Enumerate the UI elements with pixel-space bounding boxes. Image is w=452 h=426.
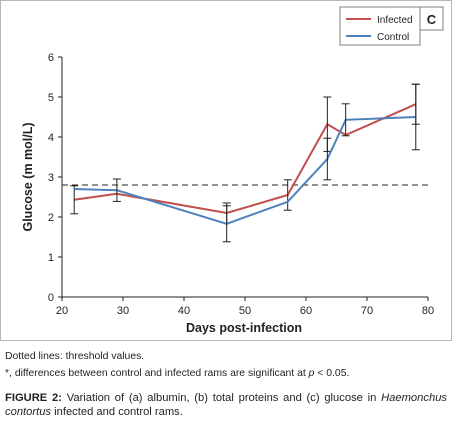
- figure-caption: FIGURE 2: Variation of (a) albumin, (b) …: [5, 391, 447, 419]
- caption-species: Haemonchus contortus: [5, 392, 448, 418]
- caption-text: Variation of (a) albumin, (b) total prot…: [61, 392, 382, 404]
- y-tick-label: 3: [48, 172, 54, 184]
- error-bar-infected: [70, 185, 79, 215]
- note-threshold: Dotted lines: threshold values.: [5, 351, 145, 362]
- note-significance: *, differences between control and infec…: [5, 365, 449, 382]
- x-tick-label: 40: [178, 305, 190, 317]
- x-tick-label: 50: [239, 305, 251, 317]
- x-tick-label: 70: [361, 305, 373, 317]
- glucose-chart: 0 1 2 3 4 5 6 20 30 40 50 60 70 80 Days post-infectio…: [21, 6, 444, 335]
- error-bar-control: [411, 83, 420, 151]
- x-tick-label: 20: [56, 305, 68, 317]
- panel-label: C: [419, 6, 444, 31]
- legend-label-control: Control: [377, 32, 409, 43]
- legend-label-infected: Infected: [377, 15, 413, 26]
- y-tick-label: 1: [48, 252, 54, 264]
- figure-panel: 0 1 2 3 4 5 6 20 30 40 50 60 70 80 Days post-infectio…: [0, 0, 452, 341]
- series-control: [74, 83, 420, 243]
- panel-label-box: [419, 6, 444, 31]
- caption-label: FIGURE 2:: [5, 392, 62, 404]
- series-line-infected: [74, 103, 417, 215]
- caption-text-end: infected and control rams.: [51, 406, 183, 418]
- legend: Infected Control: [339, 6, 421, 46]
- note-significance-text: *, differences between control and infec…: [5, 368, 309, 379]
- error-bar-infected: [283, 179, 292, 211]
- y-tick-label: 6: [48, 52, 54, 64]
- y-tick-label: 5: [48, 92, 54, 104]
- x-tick-label: 80: [422, 305, 434, 317]
- series-infected: [70, 83, 420, 224]
- x-axis-title: Days post-infection: [186, 321, 302, 335]
- error-bar-control: [222, 205, 231, 243]
- x-tick-label: 30: [117, 305, 129, 317]
- error-bar-control: [112, 178, 121, 202]
- note-significance-value: < 0.05.: [314, 368, 350, 379]
- error-bar-control: [341, 103, 350, 137]
- panel-letter: C: [427, 12, 437, 27]
- figure-notes: Dotted lines: threshold values. *, diffe…: [5, 348, 449, 382]
- y-tick-label: 4: [48, 132, 54, 144]
- x-tick-label: 60: [300, 305, 312, 317]
- y-axis-title: Glucose (m mol/L): [21, 122, 35, 231]
- legend-box: [339, 6, 421, 46]
- note-p-symbol: p: [308, 368, 315, 379]
- y-tick-label: 2: [48, 212, 54, 224]
- error-bar-control: [323, 137, 332, 181]
- y-tick-label: 0: [48, 292, 54, 304]
